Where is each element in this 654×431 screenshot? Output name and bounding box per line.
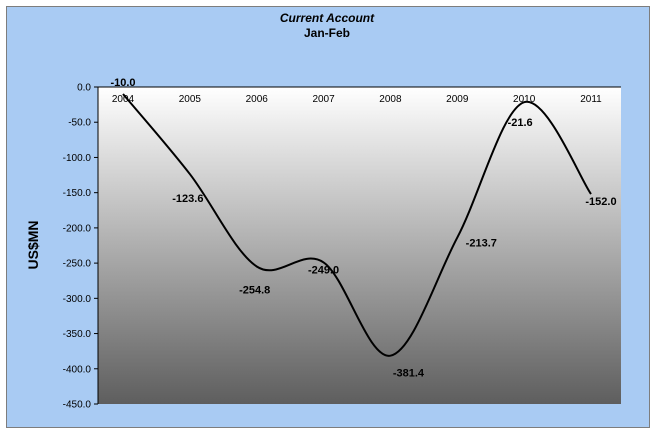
x-tick-label: 2010 — [513, 94, 536, 105]
data-label: -381.4 — [393, 368, 425, 380]
y-tick-label: -450.0 — [63, 400, 92, 411]
x-tick-label: 2007 — [312, 94, 335, 105]
x-tick-label: 2005 — [179, 94, 202, 105]
y-tick-label: -100.0 — [63, 153, 92, 164]
chart-title: Current Account — [280, 11, 375, 25]
y-tick-label: 0.0 — [77, 83, 91, 94]
x-tick-label: 2008 — [379, 94, 402, 105]
x-tick-label: 2011 — [580, 94, 602, 105]
y-tick-label: -250.0 — [63, 259, 92, 270]
x-axis-ticks: 2004 2005 2006 2007 2008 2009 2010 2011 — [112, 94, 602, 105]
y-tick-label: -300.0 — [63, 294, 92, 305]
x-tick-label: 2009 — [446, 94, 469, 105]
data-label: -254.8 — [239, 284, 270, 296]
y-tick-label: -400.0 — [63, 364, 92, 375]
data-labels: -10.0 -123.6 -254.8 -249.0 -381.4 -213.7 -21.6… — [110, 77, 616, 380]
y-axis-title: US$MN — [25, 220, 41, 269]
x-tick-label: 2006 — [246, 94, 269, 105]
y-axis-ticks: 0.0 -50.0 -100.0 -150.0 -200.0 -250.0 -300.0 -3… — [63, 83, 98, 411]
data-label: -21.6 — [508, 117, 533, 129]
data-label: -249.0 — [308, 264, 339, 276]
data-label: -10.0 — [110, 77, 135, 89]
data-label: -213.7 — [466, 238, 497, 250]
plot-area — [98, 87, 621, 404]
data-label: -152.0 — [585, 196, 616, 208]
y-tick-label: -50.0 — [68, 118, 91, 129]
x-tick-label: 2004 — [112, 94, 135, 105]
data-label: -123.6 — [172, 193, 203, 205]
y-tick-label: -150.0 — [63, 188, 92, 199]
y-tick-label: -350.0 — [63, 329, 92, 340]
chart-subtitle: Jan-Feb — [304, 26, 350, 40]
y-tick-label: -200.0 — [63, 223, 92, 234]
series-line — [122, 93, 592, 357]
